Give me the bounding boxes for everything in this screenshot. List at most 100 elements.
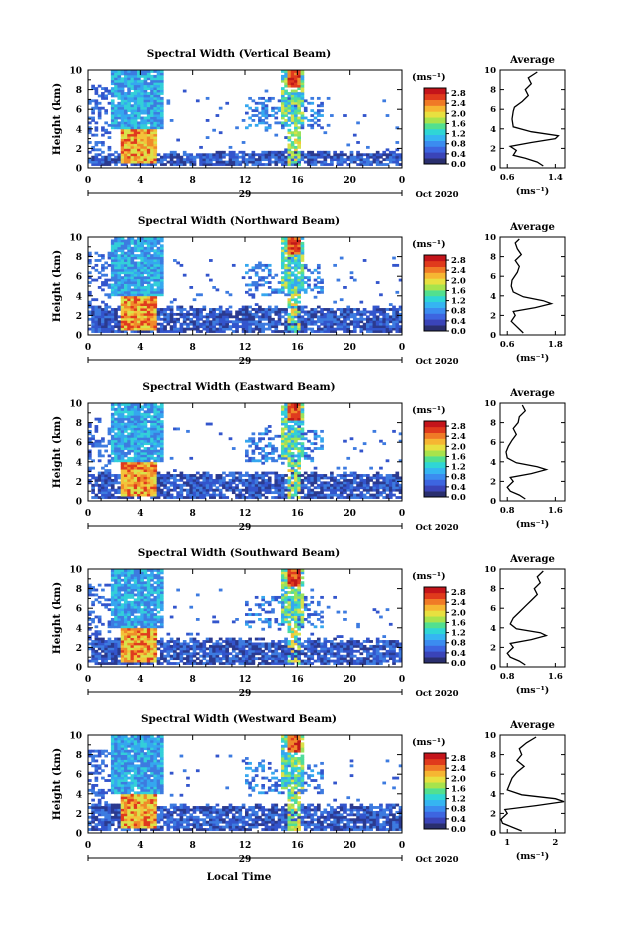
heatmap-cell [120, 94, 125, 98]
heatmap-cell [313, 466, 318, 470]
heatmap-cell [153, 417, 158, 421]
heatmap-cell [287, 106, 292, 110]
y-axis-label: Height (km) [51, 250, 63, 322]
heatmap-cell [101, 126, 105, 130]
heatmap-cell [110, 649, 115, 653]
heatmap-cell [287, 271, 292, 275]
heatmap-cell [143, 420, 148, 423]
heatmap-cell [91, 659, 95, 663]
heatmap-cell [110, 312, 115, 316]
heatmap-cell [241, 310, 246, 314]
heatmap-cell [159, 317, 164, 321]
heatmap-cell [336, 466, 341, 470]
heatmap-cell [91, 586, 95, 589]
heatmap-cell [231, 160, 236, 164]
heatmap-cell [218, 474, 223, 477]
heatmap-cell [356, 325, 360, 329]
heatmap-cell [169, 476, 174, 480]
heatmap-cell [94, 625, 99, 629]
heatmap-cell [101, 128, 105, 132]
heatmap-cell [140, 72, 144, 76]
heatmap-cell [146, 158, 151, 162]
heatmap-cell [156, 415, 161, 419]
heatmap-cell [163, 155, 167, 159]
heatmap-cell [290, 131, 295, 135]
heatmap-cell [133, 104, 138, 108]
heatmap-cell [202, 155, 207, 159]
heatmap-cell [104, 96, 109, 100]
heatmap-cell [117, 420, 122, 423]
heatmap-cell [88, 659, 92, 663]
heatmap-cell [182, 496, 187, 499]
heatmap-cell [173, 469, 177, 472]
heatmap-cell [333, 315, 337, 319]
heatmap-cell [290, 322, 295, 326]
heatmap-cell [290, 92, 295, 95]
heatmap-cell [388, 474, 393, 477]
heatmap-cell [254, 459, 259, 463]
heatmap-cell [91, 278, 95, 282]
heatmap-cell [137, 256, 141, 260]
heatmap-cell [150, 239, 154, 243]
heatmap-cell [130, 96, 135, 100]
heatmap-cell [97, 84, 102, 88]
heatmap-cell [251, 281, 256, 284]
heatmap-cell [107, 145, 112, 149]
colorbar-segment [424, 438, 446, 445]
heatmap-cell [94, 588, 99, 592]
heatmap-cell [110, 483, 115, 487]
heatmap-cell [150, 293, 154, 297]
heatmap-cell [280, 283, 285, 287]
heatmap-cell [156, 471, 161, 475]
heatmap-cell [192, 476, 197, 480]
heatmap-cell [94, 649, 99, 653]
heatmap-cell [159, 415, 164, 419]
heatmap-cell [97, 640, 102, 643]
heatmap-cell [215, 155, 220, 159]
heatmap-cell [159, 268, 164, 272]
heatmap-cell [297, 266, 301, 270]
heatmap-cell [287, 442, 292, 446]
heatmap-cell [153, 459, 158, 463]
heatmap-cell [143, 300, 148, 304]
heatmap-cell [274, 486, 279, 490]
heatmap-cell [277, 474, 282, 477]
heatmap-cell [303, 281, 308, 284]
heatmap-cell [101, 644, 105, 648]
heatmap-cell [297, 109, 301, 113]
heatmap-cell [343, 158, 347, 162]
heatmap-cell [153, 471, 158, 475]
heatmap-cell [192, 160, 197, 164]
heatmap-cell [218, 310, 223, 314]
heatmap-cell [166, 317, 171, 321]
heatmap-cell [117, 442, 122, 446]
heatmap-cell [294, 439, 298, 443]
heatmap-cell [127, 244, 131, 248]
heatmap-cell [303, 483, 308, 487]
heatmap-cell [274, 133, 279, 137]
heatmap-cell [205, 488, 210, 492]
heatmap-cell [94, 143, 99, 147]
heatmap-cell [130, 94, 135, 98]
heatmap-cell [120, 87, 125, 90]
heatmap-cell [287, 288, 292, 292]
heatmap-cell [245, 454, 249, 458]
heatmap-cell [379, 310, 383, 314]
heatmap-cell [143, 111, 148, 115]
heatmap-cell [395, 496, 400, 499]
heatmap-cell [294, 410, 298, 414]
heatmap-cell [130, 464, 135, 468]
heatmap-cell [143, 79, 148, 83]
heatmap-cell [323, 330, 328, 333]
heatmap-cell [137, 288, 141, 292]
colorbar-segment [424, 111, 446, 118]
heatmap-cell [323, 474, 328, 477]
heatmap-cell [127, 131, 131, 135]
heatmap-cell [280, 77, 285, 81]
heatmap-cell [290, 160, 295, 164]
heatmap-cell [290, 434, 295, 438]
heatmap-cell [156, 263, 161, 267]
x-tick-label: 8 [190, 343, 196, 353]
heatmap-cell [320, 488, 324, 492]
heatmap-cell [173, 259, 177, 262]
